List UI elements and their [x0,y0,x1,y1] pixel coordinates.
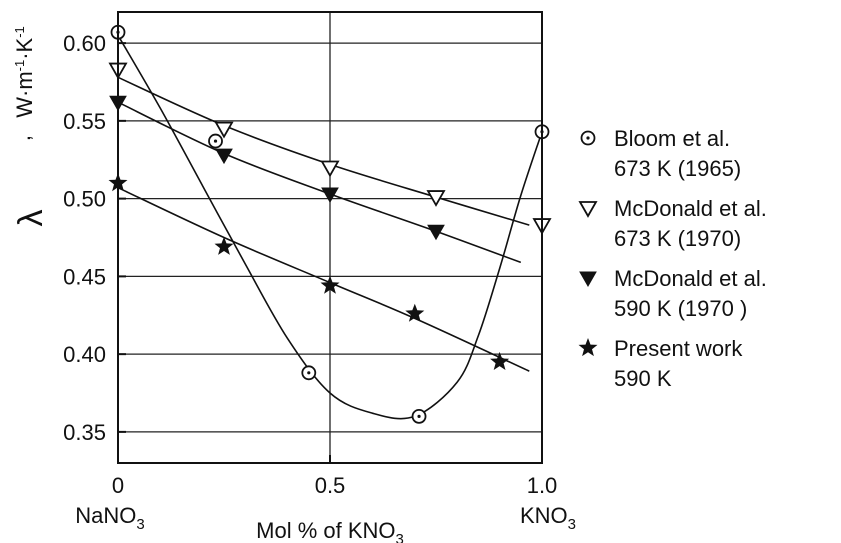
legend-label-2: 590 K (1970 ) [614,296,747,321]
legend-label-2: McDonald et al. [614,266,767,291]
series-3-point [214,236,234,255]
series-0-point [301,365,317,381]
series-0-curve [117,34,543,420]
legend-label-3: Present work [614,336,743,361]
marker-star [405,303,425,322]
y-tick-label: 0.45 [63,264,106,289]
series-2-point [427,224,445,241]
marker-star [490,351,510,370]
grid [118,12,542,463]
marker-triangle [578,201,598,218]
legend-marker-3 [578,338,598,357]
marker-dot [213,139,218,143]
series-3-point [405,303,425,322]
y-tick-label: 0.40 [63,342,106,367]
series-3-curve [117,186,530,372]
marker-triangle [321,187,339,203]
legend-marker-2 [579,271,597,288]
legend-label-1: McDonald et al. [614,196,767,221]
series-2-curve [117,101,522,264]
series-1-point [214,121,234,139]
series-1-curve [117,76,530,226]
series-2-point [215,148,233,165]
marker-star [578,338,598,357]
marker-dot [586,136,590,140]
series-2-point [321,187,339,203]
legend-label-0: 673 K (1965) [614,156,741,181]
axis-ticks [117,42,543,463]
x-tick-label: 0 [112,473,124,498]
marker-dot [307,371,311,375]
y-axis-separator: , [10,135,35,141]
y-axis-symbol: λ [12,210,50,227]
marker-triangle [579,271,597,288]
x-tick-label: 1.0 [527,473,558,498]
y-tick-label: 0.60 [63,31,106,56]
y-tick-label: 0.55 [63,109,106,134]
marker-star [214,236,234,255]
marker-triangle [214,121,234,139]
marker-triangle [426,190,446,207]
x-axis-title: Mol % of KNO3 [256,518,404,543]
marker-triangle [215,148,233,165]
y-axis-unit: W·m-1·K-1 [12,26,37,118]
series-0-point [411,408,427,424]
marker-dot [417,414,421,418]
y-tick-label: 0.35 [63,420,106,445]
series-3-point [320,275,340,294]
y-tick-label: 0.50 [63,187,106,212]
legend-label-1: 673 K (1970) [614,226,741,251]
series-0-point [208,133,223,149]
axis-texts: 0.35 0.40 0.45 0.50 0.55 0.60 0 0.5 1.0 NaNO3 KNO3… [10,26,576,543]
marker-triangle [320,160,340,178]
x-tick-label: 0.5 [315,473,346,498]
legend-marker-1 [578,201,598,218]
x-right-end-label: KNO3 [520,503,576,533]
data-markers [108,24,552,424]
legend-label-0: Bloom et al. [614,126,730,151]
marker-star [320,275,340,294]
marker-triangle [427,224,445,241]
series-1-point [320,160,340,178]
legend: Bloom et al. 673 K (1965) McDonald et al. 6… [578,126,767,391]
series-3-point [490,351,510,370]
x-left-end-label: NaNO3 [75,503,144,533]
legend-marker-0 [580,130,596,146]
legend-label-3: 590 K [614,366,672,391]
series-1-point [426,190,446,207]
